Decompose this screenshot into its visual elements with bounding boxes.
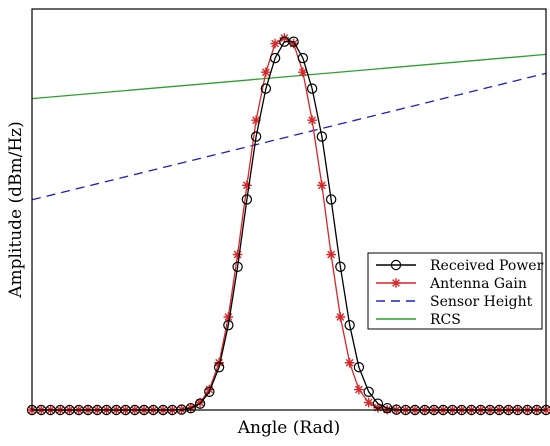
- received-power-point: [194, 398, 206, 409]
- received-power-point: [344, 319, 355, 331]
- received-power-point: [363, 386, 374, 397]
- antenna-gain-point: [270, 38, 280, 49]
- received-power-point: [325, 194, 337, 205]
- received-power-point: [316, 131, 328, 142]
- legend-marker-antenna-gain: [391, 278, 401, 288]
- antenna-gain-point: [232, 249, 243, 260]
- received-power-point: [185, 402, 197, 414]
- received-power-point: [232, 261, 243, 272]
- received-power-point: [204, 386, 215, 397]
- received-power-point: [297, 52, 309, 64]
- received-power-point: [269, 52, 281, 64]
- received-power-point: [241, 194, 253, 205]
- received-power-line: [32, 41, 546, 411]
- received-power-point: [306, 83, 318, 94]
- antenna-gain-point: [204, 384, 215, 395]
- received-power-point: [335, 261, 346, 272]
- y-axis-label: Amplitude (dBm/Hz): [6, 121, 26, 299]
- legend-label-received-power: Received Power: [430, 258, 544, 274]
- plot-layer: [26, 33, 550, 416]
- antenna-gain-point: [223, 312, 234, 322]
- antenna-gain-point: [242, 180, 252, 191]
- antenna-gain-point: [298, 67, 308, 78]
- legend: Received Power Antenna Gain Sensor Height R…: [367, 252, 544, 330]
- antenna-gain-point: [307, 115, 317, 126]
- rcs-line: [31, 53, 547, 100]
- antenna-gain-line: [32, 37, 546, 411]
- received-power-point: [353, 362, 365, 373]
- received-power-point: [260, 83, 272, 94]
- antenna-gain-point: [251, 115, 261, 126]
- received-power-point: [223, 319, 234, 331]
- antenna-gain-point: [261, 67, 271, 78]
- plot-frame: [31, 8, 547, 411]
- antenna-gain-point: [344, 357, 355, 368]
- antenna-gain-point: [354, 384, 364, 395]
- legend-label-rcs: RCS: [430, 312, 461, 328]
- legend-label-antenna-gain: Antenna Gain: [429, 276, 527, 292]
- legend-label-sensor-height: Sensor Height: [430, 294, 533, 310]
- sensor-height-line: [31, 72, 547, 201]
- received-power-point: [250, 131, 262, 142]
- antenna-gain-point: [317, 180, 327, 191]
- received-power-point: [372, 398, 384, 409]
- antenna-gain-point: [288, 38, 299, 49]
- antenna-gain-point: [363, 397, 374, 408]
- legend-marker-received-power: [390, 259, 402, 271]
- antenna-gain-point: [326, 249, 336, 260]
- antenna-gain-point: [195, 397, 205, 408]
- received-power-point: [288, 36, 299, 47]
- antenna-gain-point: [279, 33, 290, 43]
- x-axis-label: Angle (Rad): [237, 418, 340, 438]
- received-power-point: [213, 362, 225, 373]
- antenna-gain-point: [335, 312, 346, 322]
